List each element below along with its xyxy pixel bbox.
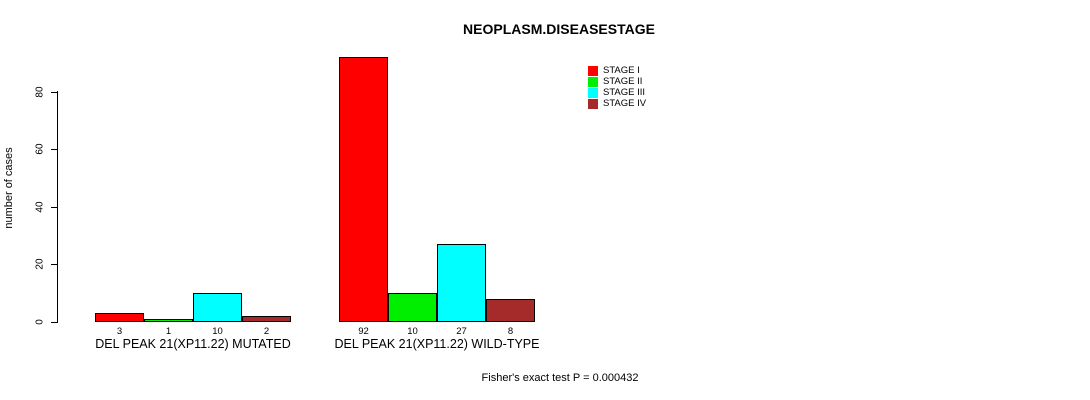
group-label: DEL PEAK 21(XP11.22) MUTATED <box>95 337 291 351</box>
fisher-test-annotation: Fisher's exact test P = 0.000432 <box>481 372 639 384</box>
legend-label: STAGE III <box>603 87 646 99</box>
legend-label: STAGE IV <box>603 98 647 110</box>
y-tick-mark <box>51 322 57 323</box>
bar-value-label: 10 <box>407 326 418 337</box>
y-tick-mark <box>51 91 57 93</box>
bar-value-label: 10 <box>212 326 223 337</box>
y-tick-label: 20 <box>34 258 46 270</box>
chart-title: NEOPLASM.DISEASESTAGE <box>463 21 655 37</box>
bar-value-label: 1 <box>165 326 172 337</box>
bar-stage-i <box>95 313 144 322</box>
y-axis-label: number of cases <box>3 147 15 229</box>
legend-label: STAGE II <box>603 76 643 88</box>
bar-stage-ii <box>388 293 437 322</box>
bar-value-label: 3 <box>116 326 123 337</box>
bar-value-label: 8 <box>507 326 514 337</box>
legend-label: STAGE I <box>603 65 640 77</box>
bar-stage-iv <box>242 316 291 322</box>
group-label: DEL PEAK 21(XP11.22) WILD-TYPE <box>334 337 540 351</box>
bar-stage-i <box>339 57 388 322</box>
legend-row: STAGE II <box>588 76 646 87</box>
bar-stage-ii <box>144 319 193 322</box>
y-tick-mark <box>51 264 57 266</box>
y-tick-label: 80 <box>34 86 46 98</box>
bar-value-label: 2 <box>263 326 270 337</box>
bar-value-label: 92 <box>358 326 369 337</box>
y-tick-label: 40 <box>34 201 46 213</box>
y-tick-label: 60 <box>34 143 46 155</box>
bar-stage-iv <box>486 299 535 322</box>
y-tick-mark <box>51 149 57 151</box>
bar-stage-iii <box>437 244 486 322</box>
y-tick-mark <box>51 206 57 208</box>
legend: STAGE I STAGE II STAGE III STAGE IV <box>588 65 646 109</box>
legend-row: STAGE IV <box>588 98 646 109</box>
legend-swatch-icon <box>588 65 598 76</box>
legend-row: STAGE III <box>588 87 646 98</box>
y-tick-label: 0 <box>34 319 46 325</box>
legend-swatch-icon <box>588 98 598 109</box>
y-axis-line <box>57 91 58 323</box>
legend-swatch-icon <box>588 76 598 87</box>
bar-value-label: 27 <box>456 326 467 337</box>
bar-stage-iii <box>193 293 242 322</box>
legend-swatch-icon <box>588 87 598 98</box>
legend-row: STAGE I <box>588 65 646 76</box>
